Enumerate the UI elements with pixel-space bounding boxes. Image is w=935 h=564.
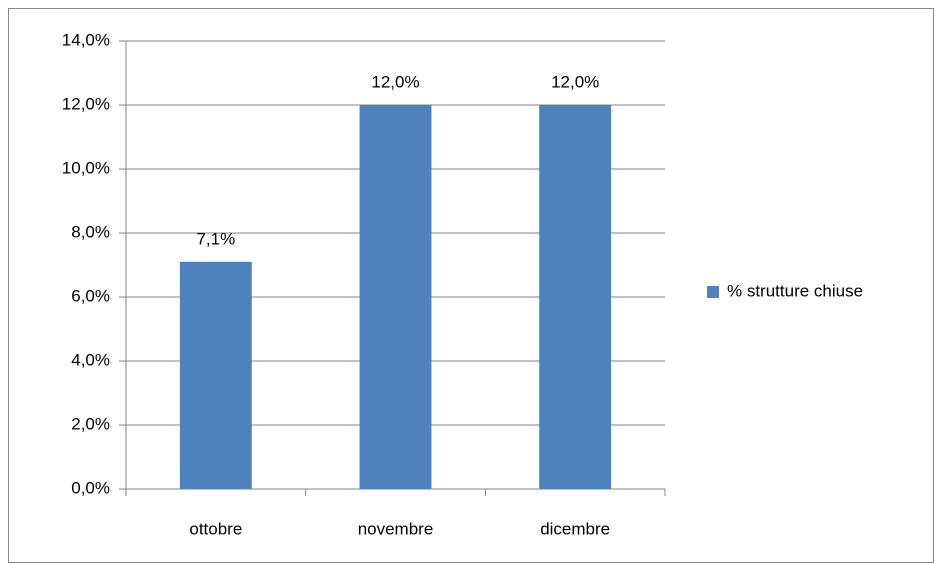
- y-tick-label: 6,0%: [71, 286, 110, 305]
- bar: [359, 105, 432, 489]
- legend-swatch: [707, 286, 719, 298]
- y-tick-label: 12,0%: [62, 94, 110, 113]
- y-tick-label: 8,0%: [71, 222, 110, 241]
- data-label: 7,1%: [196, 229, 235, 248]
- legend-label: % strutture chiuse: [727, 281, 863, 300]
- y-tick-label: 4,0%: [71, 350, 110, 369]
- y-tick-label: 2,0%: [71, 414, 110, 433]
- data-label: 12,0%: [371, 72, 419, 91]
- data-label: 12,0%: [551, 72, 599, 91]
- x-tick-label: novembre: [358, 519, 434, 538]
- y-tick-label: 14,0%: [62, 30, 110, 49]
- x-tick-label: ottobre: [189, 519, 242, 538]
- bar: [539, 105, 612, 489]
- bar: [179, 261, 252, 489]
- chart-border: [8, 8, 934, 563]
- y-tick-label: 0,0%: [71, 478, 110, 497]
- y-tick-label: 10,0%: [62, 158, 110, 177]
- x-tick-label: dicembre: [540, 519, 610, 538]
